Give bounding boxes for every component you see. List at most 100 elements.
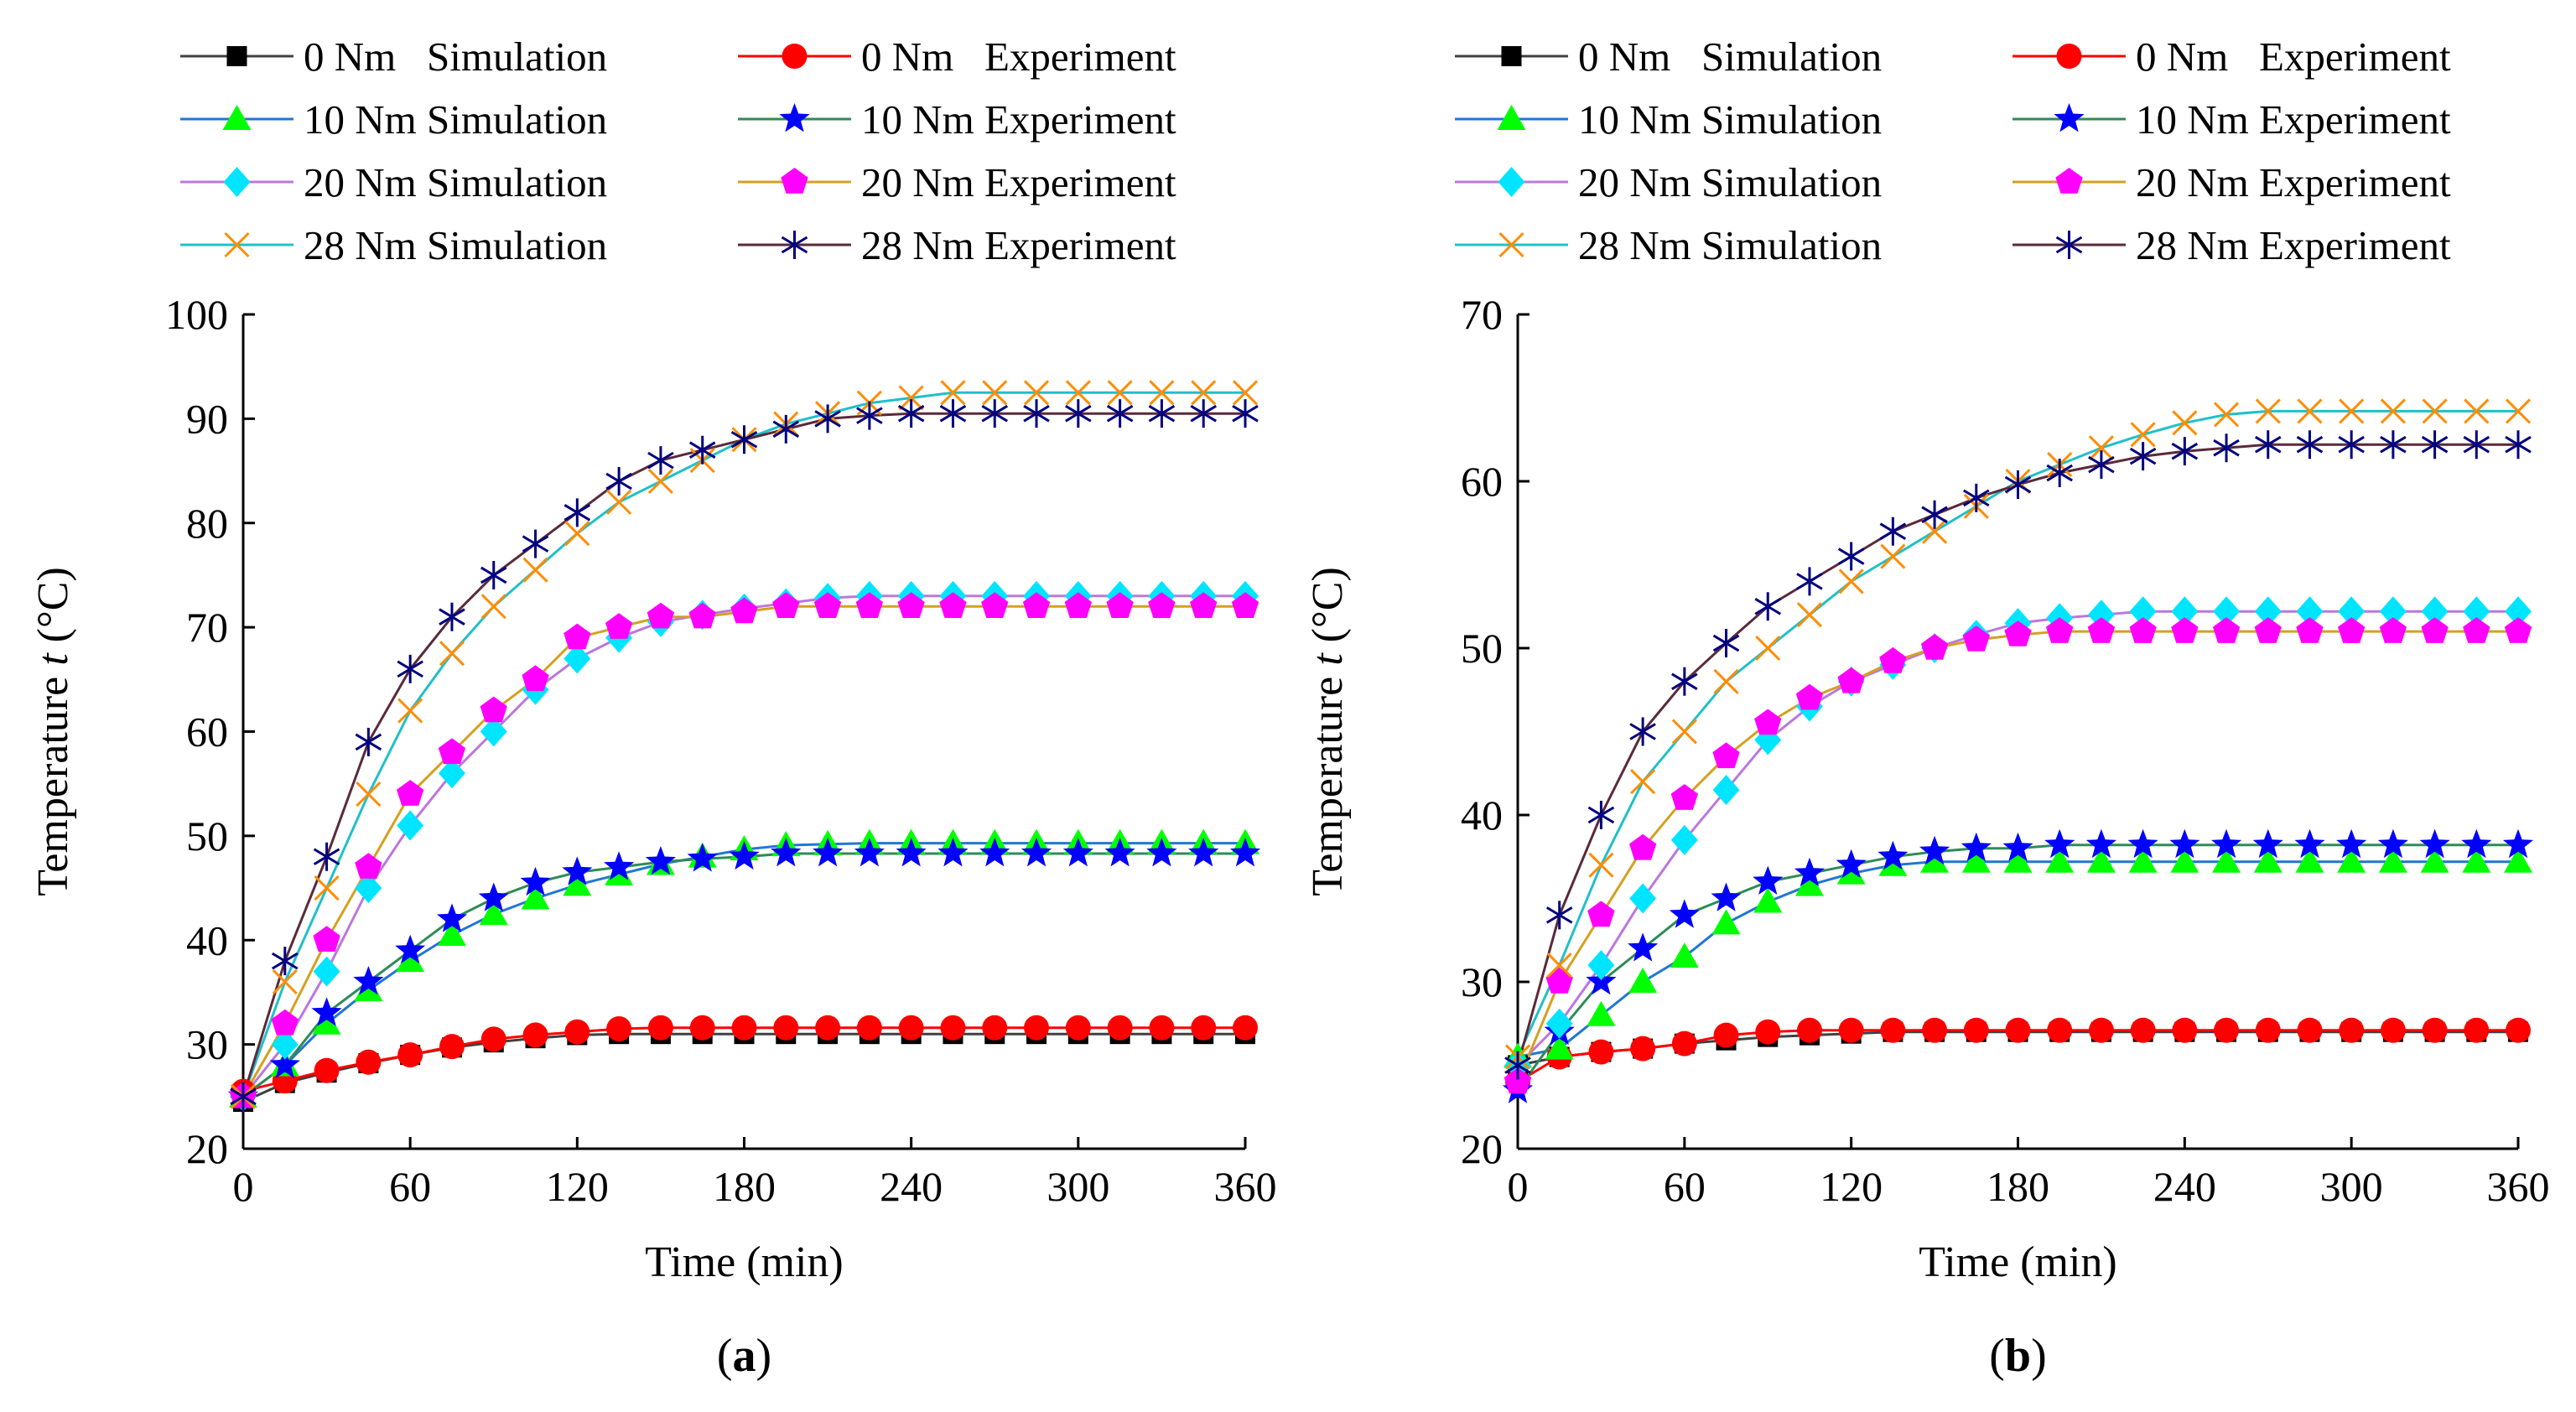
data-point bbox=[2464, 398, 2490, 424]
y-tick-label: 50 bbox=[186, 812, 228, 859]
data-point bbox=[1546, 953, 1572, 979]
data-point bbox=[2339, 398, 2365, 424]
data-point bbox=[2170, 847, 2199, 873]
series bbox=[242, 391, 1245, 1098]
data-point bbox=[2130, 422, 2156, 448]
y-tick-label: 20 bbox=[186, 1125, 228, 1172]
data-point bbox=[438, 758, 465, 789]
series-markers bbox=[1502, 828, 2534, 1103]
data-point bbox=[1712, 629, 1740, 658]
legend-marker bbox=[781, 231, 808, 259]
data-point bbox=[1630, 1036, 1656, 1062]
x-tick-label: 240 bbox=[880, 1163, 943, 1210]
data-point bbox=[1838, 1017, 1864, 1043]
data-point bbox=[1233, 1015, 1258, 1041]
legend-marker bbox=[2054, 103, 2085, 132]
data-point bbox=[2047, 1017, 2073, 1043]
legend-label: 20 Nm Experiment bbox=[2136, 159, 2451, 205]
y-tick-label: 80 bbox=[186, 500, 228, 547]
data-point bbox=[2085, 828, 2116, 859]
data-point bbox=[1065, 380, 1091, 406]
data-point bbox=[1149, 380, 1175, 406]
data-point bbox=[855, 592, 883, 618]
data-point bbox=[2213, 402, 2240, 428]
data-point bbox=[1232, 399, 1259, 428]
data-point bbox=[1795, 683, 1824, 710]
data-point bbox=[982, 380, 1008, 406]
data-point bbox=[1106, 592, 1134, 618]
data-point bbox=[1669, 899, 1700, 928]
data-point bbox=[1106, 399, 1134, 428]
data-point bbox=[2464, 1017, 2490, 1043]
data-point bbox=[2506, 1017, 2531, 1043]
data-point bbox=[730, 425, 758, 454]
data-point bbox=[1880, 543, 1906, 569]
data-point bbox=[2421, 596, 2449, 627]
legend-marker bbox=[226, 46, 247, 66]
data-point bbox=[313, 956, 340, 987]
data-point bbox=[2004, 620, 2032, 646]
data-point bbox=[2379, 617, 2407, 643]
data-point bbox=[1545, 1008, 1573, 1039]
data-point bbox=[311, 997, 342, 1026]
data-point bbox=[272, 968, 298, 995]
data-point bbox=[2086, 847, 2116, 873]
data-point bbox=[1754, 709, 1782, 735]
legend-item: 28 Nm Simulation bbox=[180, 222, 607, 268]
data-point bbox=[1229, 838, 1261, 867]
legend-label: 0 Nm Experiment bbox=[861, 34, 1176, 80]
data-point bbox=[522, 1022, 548, 1048]
data-point bbox=[897, 592, 925, 618]
data-point bbox=[2128, 847, 2158, 873]
data-point bbox=[1504, 1067, 1532, 1094]
x-axis-title: Time (min) bbox=[645, 1238, 843, 1286]
x-tick-label: 60 bbox=[389, 1163, 431, 1210]
data-point bbox=[2172, 1017, 2198, 1043]
data-point bbox=[522, 529, 549, 558]
data-point bbox=[1754, 592, 1782, 621]
data-point bbox=[356, 1049, 382, 1075]
data-point bbox=[1146, 838, 1177, 867]
data-point bbox=[2004, 470, 2032, 499]
data-point bbox=[564, 1019, 590, 1045]
data-point bbox=[564, 521, 590, 547]
legend-item: 20 Nm Simulation bbox=[180, 159, 607, 205]
data-point bbox=[647, 1015, 673, 1041]
data-point bbox=[522, 557, 548, 583]
data-point bbox=[940, 1015, 966, 1041]
data-point bbox=[1024, 1015, 1050, 1041]
data-point bbox=[1921, 500, 1948, 529]
data-point bbox=[939, 399, 967, 428]
legend: 0 Nm Simulation 0 Nm Experiment 10 Nm Simu… bbox=[180, 34, 1176, 268]
data-point bbox=[2294, 828, 2325, 859]
data-point bbox=[1962, 626, 1990, 651]
data-point bbox=[1671, 1030, 1697, 1056]
data-point bbox=[1629, 833, 1657, 860]
series bbox=[242, 1032, 1245, 1103]
axes: 20 30 40 50 60 70 0 60 120 180 240 300 360 bbox=[1461, 291, 2550, 1210]
data-point bbox=[647, 468, 673, 495]
data-point bbox=[1107, 1015, 1133, 1041]
x-tick-label: 0 bbox=[233, 1163, 254, 1210]
legend-marker bbox=[222, 105, 252, 130]
data-point bbox=[1671, 667, 1698, 696]
data-point bbox=[564, 643, 591, 674]
data-point bbox=[2212, 617, 2241, 643]
data-point bbox=[563, 870, 592, 896]
data-point bbox=[689, 1015, 715, 1041]
data-point bbox=[1755, 1019, 1781, 1045]
data-point bbox=[2088, 1017, 2114, 1043]
data-point bbox=[2129, 596, 2157, 627]
y-axis-title: Temperature t (°C) bbox=[1304, 567, 1352, 896]
data-point bbox=[856, 401, 883, 430]
data-point bbox=[2211, 828, 2242, 859]
legend-item: 10 Nm Simulation bbox=[180, 96, 607, 143]
data-point bbox=[562, 856, 593, 885]
x-tick-label: 300 bbox=[1046, 1163, 1109, 1210]
series-markers bbox=[231, 1015, 1258, 1104]
data-point bbox=[854, 838, 885, 867]
data-point bbox=[1877, 840, 1909, 870]
x-tick-label: 60 bbox=[1664, 1163, 1706, 1210]
legend-label: 28 Nm Experiment bbox=[2136, 222, 2451, 268]
